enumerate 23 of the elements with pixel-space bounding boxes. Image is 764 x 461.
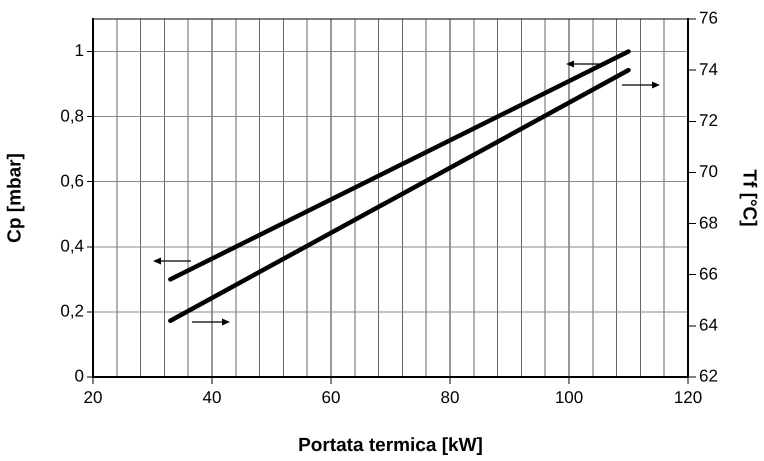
y2-tick-label: 66 xyxy=(699,264,718,284)
y2-tick-label: 64 xyxy=(699,316,718,335)
x-tick-label: 40 xyxy=(202,388,222,407)
y2-axis-title: Tf [°C] xyxy=(738,169,760,227)
x-tick-label: 20 xyxy=(84,388,102,407)
x-axis-title: Portata termica [kW] xyxy=(298,434,483,456)
y2-tick-label: 74 xyxy=(699,60,718,79)
y2-tick-label: 62 xyxy=(699,366,718,386)
y-tick-label: 0,4 xyxy=(60,236,84,256)
y-axis-title: Cp [mbar] xyxy=(4,153,26,243)
y2-tick-label: 70 xyxy=(699,162,718,182)
y2-tick-label: 68 xyxy=(699,213,718,232)
x-tick-label: 60 xyxy=(322,388,340,407)
x-tick-label: 120 xyxy=(674,388,702,407)
y2-tick-label: 76 xyxy=(699,8,718,28)
x-tick-label: 100 xyxy=(554,388,584,407)
y-tick-label: 1 xyxy=(74,41,84,60)
y-tick-label: 0 xyxy=(74,366,84,386)
y-tick-label: 0,6 xyxy=(60,171,84,190)
y2-tick-label: 72 xyxy=(699,110,718,130)
y-tick-label: 0,8 xyxy=(60,106,84,126)
x-tick-label: 80 xyxy=(440,388,460,407)
y-tick-label: 0,2 xyxy=(60,302,84,321)
